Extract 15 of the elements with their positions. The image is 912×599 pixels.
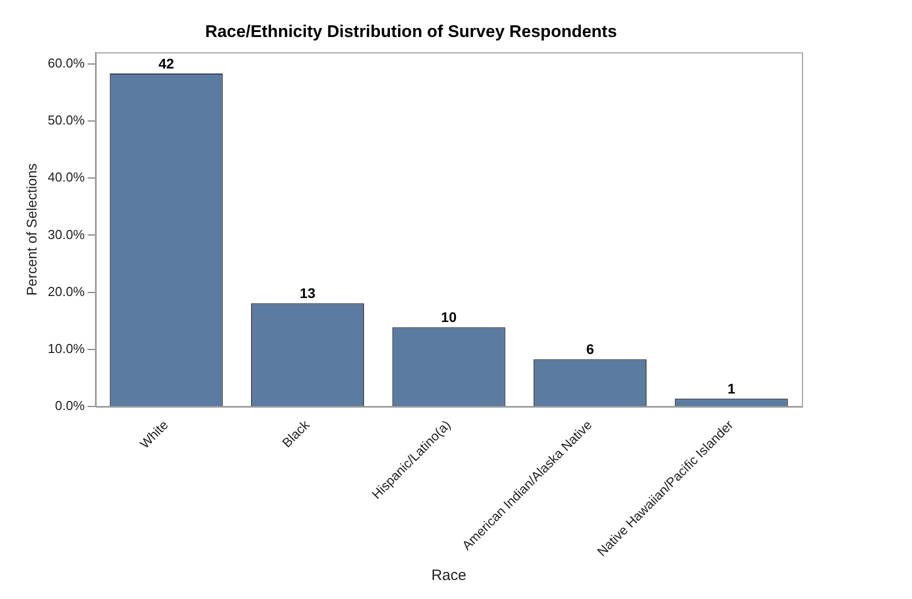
y-tick-label: 0.0% bbox=[55, 398, 86, 414]
annotation: 42 bbox=[158, 55, 174, 72]
y-tick-label: 50.0% bbox=[48, 112, 86, 128]
y-tick-label: 20.0% bbox=[48, 284, 86, 299]
annotation: 13 bbox=[300, 285, 316, 302]
y-tick-label: 30.0% bbox=[48, 226, 86, 242]
y-tick-label: 40.0% bbox=[48, 170, 86, 185]
annotation: 6 bbox=[586, 341, 594, 358]
y-axis-title: Percent of Selections bbox=[23, 163, 40, 296]
chart-title: Race/Ethnicity Distribution of Survey Respondents bbox=[205, 22, 617, 41]
annotation: 1 bbox=[727, 380, 736, 397]
x-axis-title: Race bbox=[431, 567, 466, 584]
y-tick-label: 10.0% bbox=[48, 341, 86, 356]
y-tick-label: 60.0% bbox=[48, 55, 86, 70]
annotation: 10 bbox=[441, 309, 457, 326]
